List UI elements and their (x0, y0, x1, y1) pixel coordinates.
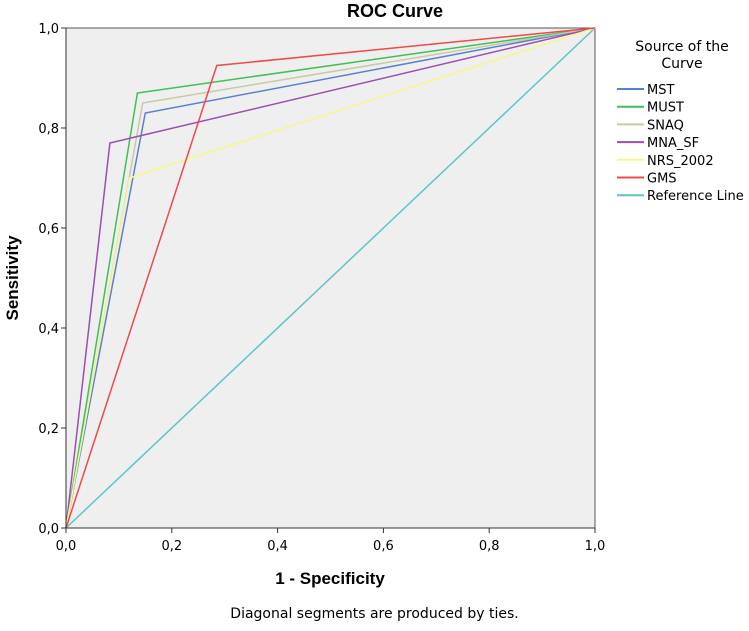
legend-label-mna-sf: MNA_SF (647, 136, 699, 151)
y-tick-label: 0,4 (38, 322, 59, 337)
chart-title: ROC Curve (347, 1, 443, 21)
legend-label-nrs-2002: NRS_2002 (647, 154, 714, 169)
y-tick-label: 0,6 (38, 222, 59, 237)
x-axis-label: 1 - Specificity (275, 569, 385, 588)
legend-label-snaq: SNAQ (647, 118, 684, 133)
legend-label-must: MUST (647, 101, 684, 116)
series-line-nrs-2002 (65, 27, 596, 529)
series-line-must (65, 27, 596, 529)
series-line-mst (65, 27, 596, 529)
x-tick-label: 0,4 (267, 539, 288, 554)
footnote: Diagonal segments are produced by ties. (230, 606, 519, 622)
series-line-gms (65, 27, 596, 529)
y-tick-label: 1,0 (38, 22, 59, 37)
legend-label-mst: MST (647, 83, 674, 98)
y-tick-label: 0,2 (38, 422, 59, 437)
legend-label-gms: GMS (647, 172, 677, 187)
legend-title: Curve (661, 56, 702, 72)
y-axis-label: Sensitivity (3, 235, 22, 321)
y-tick-label: 0,0 (38, 522, 59, 537)
y-tick-label: 0,8 (38, 122, 59, 137)
legend-label-reference-line: Reference Line (647, 189, 744, 204)
x-tick-label: 0,0 (56, 539, 77, 554)
x-tick-label: 0,6 (373, 539, 394, 554)
series-line-reference-line (65, 27, 596, 529)
x-tick-label: 0,2 (161, 539, 182, 554)
series-line-mna-sf (65, 27, 596, 529)
x-tick-label: 0,8 (479, 539, 500, 554)
legend-title: Source of the (635, 39, 728, 55)
x-tick-label: 1,0 (585, 539, 606, 554)
